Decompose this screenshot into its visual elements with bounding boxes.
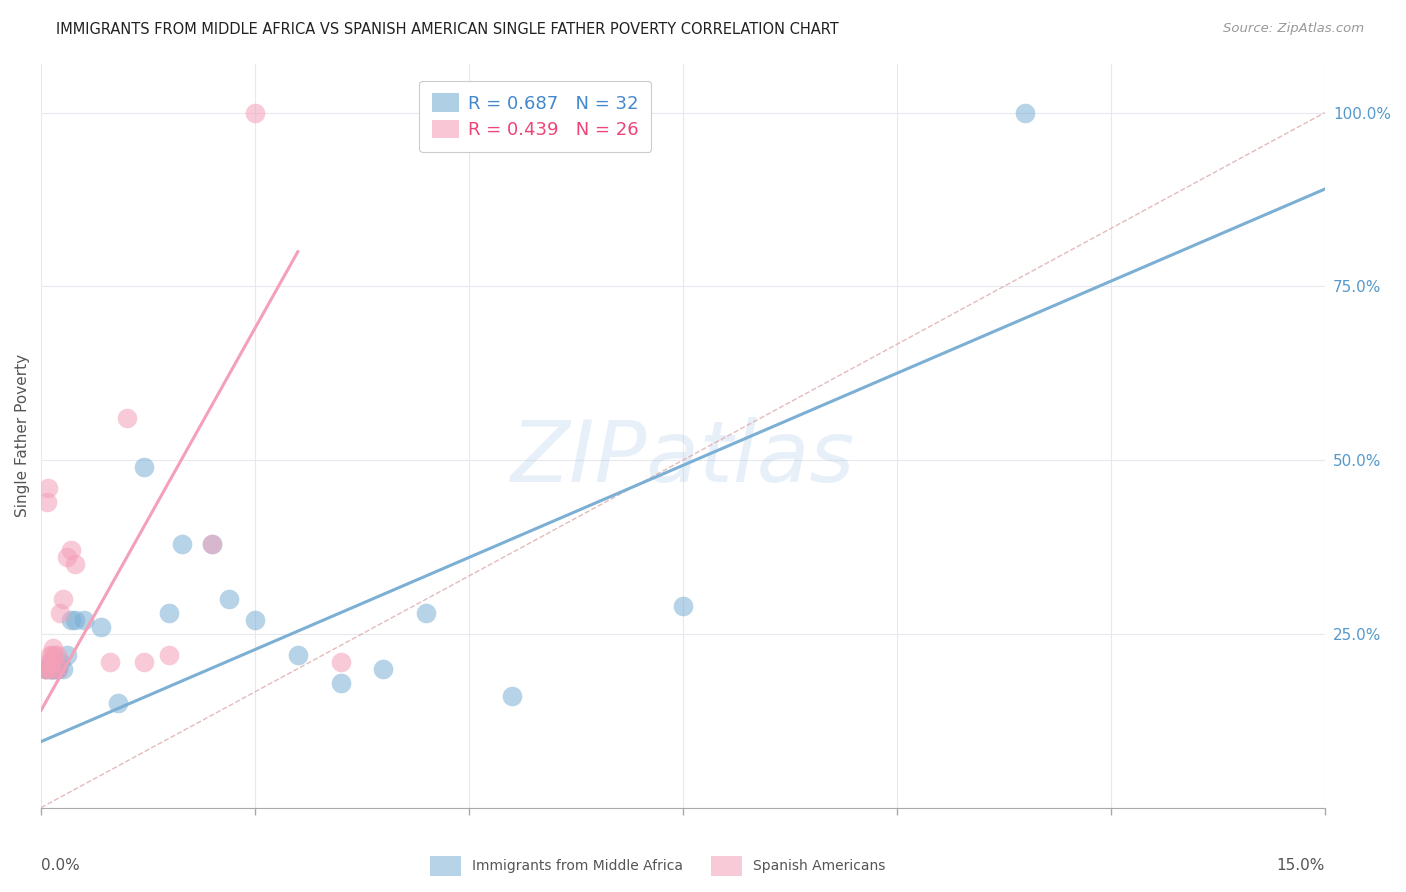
Point: [46, 662, 69, 676]
Point: [45, 662, 67, 676]
Point: [98, 655, 121, 669]
Point: [60, 543, 83, 558]
Point: [42, 662, 65, 676]
Point: [415, 606, 437, 620]
Text: 0.0%: 0.0%: [41, 858, 80, 873]
Point: [41, 648, 63, 662]
Point: [287, 648, 309, 662]
Point: [1014, 105, 1036, 120]
Point: [44, 662, 66, 676]
Point: [44, 655, 66, 669]
Point: [65, 558, 87, 572]
Point: [55, 550, 77, 565]
Point: [329, 675, 352, 690]
Point: [51, 592, 73, 607]
Point: [46, 662, 69, 676]
Text: Immigrants from Middle Africa: Immigrants from Middle Africa: [472, 859, 683, 873]
Point: [41, 662, 63, 676]
Point: [218, 592, 240, 607]
Point: [201, 536, 224, 550]
Point: [243, 105, 266, 120]
Point: [42, 640, 65, 655]
Point: [39, 662, 62, 676]
Point: [34, 662, 56, 676]
Point: [73, 613, 96, 627]
Text: Spanish Americans: Spanish Americans: [754, 859, 886, 873]
Point: [42, 662, 65, 676]
Point: [672, 599, 695, 613]
Point: [41, 655, 63, 669]
Point: [49, 606, 72, 620]
Point: [42, 648, 65, 662]
Point: [38, 655, 60, 669]
Point: [373, 662, 395, 676]
Point: [37, 481, 59, 495]
Point: [55, 648, 77, 662]
Point: [159, 648, 181, 662]
Point: [38, 662, 60, 676]
Point: [45, 648, 67, 662]
Legend: R = 0.687   N = 32, R = 0.439   N = 26: R = 0.687 N = 32, R = 0.439 N = 26: [419, 80, 651, 152]
Point: [60, 613, 83, 627]
Point: [65, 613, 87, 627]
Point: [132, 460, 155, 475]
Point: [107, 697, 129, 711]
Text: IMMIGRANTS FROM MIDDLE AFRICA VS SPANISH AMERICAN SINGLE FATHER POVERTY CORRELAT: IMMIGRANTS FROM MIDDLE AFRICA VS SPANISH…: [56, 22, 839, 37]
Point: [49, 655, 72, 669]
Text: ZIPatlas: ZIPatlas: [510, 417, 855, 500]
Point: [90, 620, 112, 634]
Point: [39, 662, 62, 676]
Point: [35, 662, 58, 676]
Point: [37, 662, 59, 676]
Point: [38, 648, 60, 662]
Point: [34, 662, 56, 676]
Text: 15.0%: 15.0%: [1277, 858, 1324, 873]
Point: [41, 662, 63, 676]
Point: [159, 606, 181, 620]
Point: [329, 655, 352, 669]
Text: Source: ZipAtlas.com: Source: ZipAtlas.com: [1223, 22, 1364, 36]
Point: [37, 495, 59, 509]
Point: [132, 655, 155, 669]
Y-axis label: Single Father Poverty: Single Father Poverty: [15, 354, 30, 517]
Point: [115, 411, 138, 425]
Point: [51, 662, 73, 676]
Point: [501, 690, 523, 704]
Point: [243, 613, 266, 627]
Point: [201, 536, 224, 550]
Point: [172, 536, 194, 550]
